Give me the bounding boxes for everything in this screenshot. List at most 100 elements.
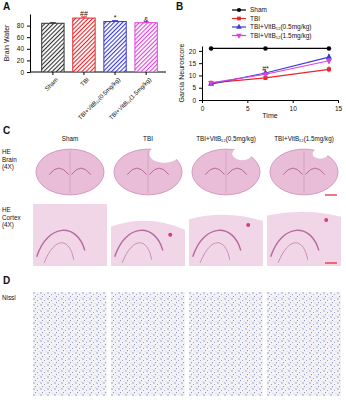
axis-title: Garcia Neuroscore [178, 44, 185, 103]
tissue [36, 149, 104, 195]
marker [263, 46, 268, 51]
axis-line [30, 15, 31, 73]
micrograph [189, 292, 263, 396]
tick-mark [338, 100, 339, 103]
panel-label: A [3, 1, 10, 12]
lesion [149, 145, 179, 164]
tissue [111, 204, 185, 266]
tick: 80 [17, 22, 30, 29]
bar [42, 23, 64, 72]
tissue-detail [193, 230, 241, 256]
legend-item: TBI [232, 15, 260, 22]
micrograph [270, 149, 338, 195]
tick: 0 [192, 97, 202, 104]
tissue [33, 204, 107, 266]
tick-label: Sham [44, 77, 59, 92]
axis: 0 20 40 60 80 [17, 15, 31, 76]
column-header: TBI+VitB₁₂(0.5mg/kg) [196, 135, 256, 143]
tissue [270, 149, 338, 195]
legend-label: TBI+VitB₁₂(1.5mg/kg) [250, 32, 312, 40]
lesion [267, 204, 341, 217]
tick: Sham [44, 72, 59, 92]
tissue-detail [200, 243, 230, 263]
tick: TBI [79, 72, 90, 87]
hemorrhage [246, 223, 250, 227]
legend-label: TBI+VitB₁₂(0.5mg/kg) [250, 23, 312, 31]
legend-marker [237, 8, 241, 12]
tissue-detail [148, 151, 149, 193]
tick-mark [199, 100, 202, 101]
tick-label: 5 [192, 84, 196, 91]
micrograph [111, 204, 185, 266]
column-header: Sham [62, 135, 78, 142]
legend: ShamTBITBI+VitB₁₂(0.5mg/kg)TBI+VitB₁₂(1.… [232, 6, 312, 40]
error-bar [50, 22, 56, 24]
tissue [267, 204, 341, 266]
hemorrhage [324, 218, 328, 222]
lesion [313, 149, 328, 159]
tick-mark [247, 100, 248, 103]
micrograph [114, 145, 182, 195]
axis: 0 5 10 15 20 [189, 47, 203, 104]
tick: 40 [17, 45, 30, 52]
tick-mark [27, 26, 30, 27]
figure: ABCD020406080ShamTBITBI+VitB₁₂(0.5mg/kg)… [0, 0, 346, 400]
tick-mark [199, 51, 202, 52]
line [211, 48, 329, 49]
tick-label: 20 [17, 57, 25, 64]
tick-mark [202, 100, 203, 103]
tick: 20 [17, 57, 30, 64]
error-cap [50, 22, 56, 23]
legend-marker [236, 34, 242, 39]
micrograph [33, 204, 107, 266]
tick-mark [83, 72, 84, 75]
tissue-detail [226, 151, 227, 193]
tick-mark [27, 60, 30, 61]
tissue [189, 292, 263, 396]
legend-marker [236, 24, 242, 29]
tick: TBI+VitB₁₂(1.5mg/kg) [108, 72, 152, 121]
panel-label: B [176, 1, 183, 12]
tick-label: 10 [290, 105, 298, 112]
column-header: TBI+VitB₁₂(1.5mg/kg) [274, 135, 334, 143]
plot-area [42, 17, 158, 72]
row-label: Nissl [2, 294, 16, 301]
plot-area [208, 46, 332, 86]
tissue-detail [304, 151, 305, 193]
tick: 10 [290, 100, 298, 112]
tick-label: TBI [79, 76, 90, 87]
marker [209, 46, 214, 51]
tick: 5 [246, 100, 250, 112]
lesion [232, 147, 252, 160]
micrograph [267, 292, 341, 396]
marker [327, 46, 332, 51]
tick: 0 [20, 69, 30, 76]
tick: 15 [189, 60, 202, 67]
tissue [33, 292, 107, 396]
axis: 051015 [201, 100, 343, 112]
lesion [189, 204, 263, 221]
tick-mark [27, 72, 30, 73]
tick-label: 5 [246, 105, 250, 112]
tissue [111, 292, 185, 396]
axis-title: Time [262, 112, 277, 119]
tick-label: 15 [335, 105, 343, 112]
bar [135, 23, 157, 72]
tick-label: 60 [17, 34, 25, 41]
tick-mark [199, 88, 202, 89]
tick-mark [199, 75, 202, 76]
micrograph [192, 147, 260, 194]
tick-label: 10 [189, 72, 197, 79]
scale-bar [325, 194, 337, 195]
micrograph [111, 292, 185, 396]
legend-item: TBI+VitB₁₂(1.5mg/kg) [232, 32, 312, 40]
tick-mark [52, 72, 53, 75]
tissue-detail [115, 230, 163, 256]
tick-label: TBI+VitB₁₂(1.5mg/kg) [108, 77, 152, 121]
micrograph [267, 204, 341, 266]
tissue-detail [278, 243, 308, 263]
legend-label: TBI [250, 15, 260, 22]
tick-label: 20 [189, 47, 197, 54]
tick-mark [293, 100, 294, 103]
tick-label: 0 [192, 97, 196, 104]
